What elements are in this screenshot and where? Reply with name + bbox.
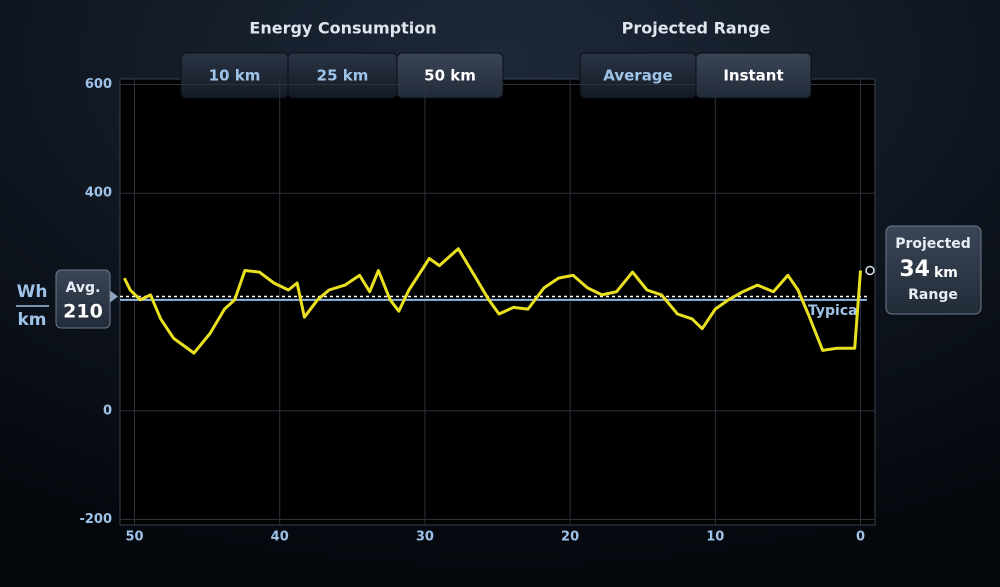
segment-label[interactable]: Instant [723, 67, 783, 85]
plot-area [119, 78, 876, 526]
avg-value: 210 [63, 301, 103, 323]
projected-value: 34 [899, 257, 930, 282]
x-tick-label: 10 [706, 530, 724, 545]
x-tick-label: 40 [271, 530, 289, 545]
avg-label: Avg. [66, 280, 101, 296]
y-unit-bottom: km [17, 310, 46, 330]
projected-unit: km [934, 265, 958, 281]
y-unit-top: Wh [17, 282, 48, 302]
x-tick-label: 50 [125, 530, 143, 545]
typical-label: Typica [808, 303, 858, 319]
y-tick-label: 600 [85, 77, 112, 92]
projected-box [885, 225, 982, 315]
projected-label: Projected [895, 236, 971, 252]
x-tick-label: 30 [416, 530, 434, 545]
y-tick-label: 400 [85, 186, 112, 201]
y-tick-label: 0 [103, 403, 112, 418]
segment-label[interactable]: 25 km [317, 67, 369, 85]
segment-label[interactable]: 50 km [424, 67, 476, 85]
x-tick-label: 0 [856, 530, 865, 545]
projected-caption: Range [908, 287, 958, 303]
avg-pointer [110, 290, 118, 303]
segment-label[interactable]: 10 km [209, 67, 261, 85]
x-tick-label: 20 [561, 530, 579, 545]
segment-label[interactable]: Average [603, 67, 672, 85]
segment-button[interactable] [396, 52, 504, 99]
consumption-title: Energy Consumption [249, 19, 436, 38]
segment-button[interactable] [695, 52, 812, 99]
y-tick-label: -200 [79, 512, 112, 527]
consumption-line [123, 247, 862, 355]
projected-marker [865, 265, 875, 276]
range-title: Projected Range [622, 19, 771, 38]
